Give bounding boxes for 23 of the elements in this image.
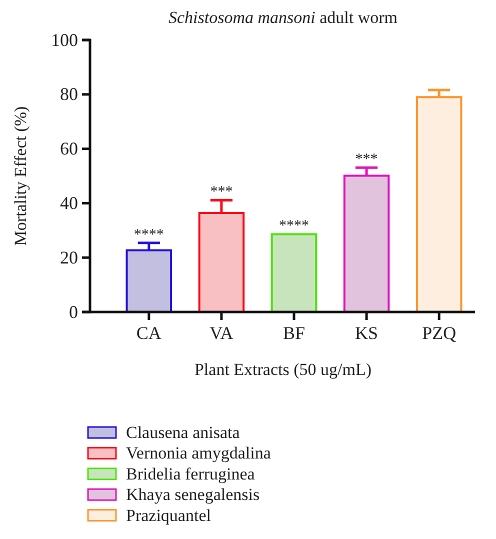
y-tick-label: 40 bbox=[60, 192, 78, 213]
legend-label: Clausena anisata bbox=[126, 423, 240, 442]
annotation: *** bbox=[210, 184, 233, 200]
x-tick-label: KS bbox=[355, 322, 378, 343]
legend-label: Vernonia amygdalina bbox=[126, 444, 272, 463]
chart-title: Schistosoma mansoni adult worm bbox=[168, 8, 398, 27]
y-tick-label: 20 bbox=[60, 247, 78, 268]
x-tick-label: PZQ bbox=[422, 322, 456, 343]
x-tick-label: BF bbox=[282, 322, 306, 343]
annotation: **** bbox=[279, 218, 309, 234]
x-tick-label: VA bbox=[210, 322, 234, 343]
legend-label: Khaya senegalensis bbox=[126, 485, 260, 504]
legend-label: Bridelia ferruginea bbox=[126, 464, 256, 484]
annotation: **** bbox=[134, 226, 164, 243]
x-axis-title: Plant Extracts (50 ug/mL) bbox=[194, 360, 372, 379]
legend-label: Praziquantel bbox=[126, 506, 212, 525]
y-tick-label: 100 bbox=[51, 30, 78, 50]
y-tick-label: 80 bbox=[60, 84, 78, 104]
annotation: *** bbox=[355, 152, 378, 168]
y-axis-title: Mortality Effect (%) bbox=[11, 106, 30, 246]
x-tick-label: CA bbox=[136, 322, 162, 343]
y-tick-label: 0 bbox=[69, 302, 78, 322]
y-tick-label: 60 bbox=[60, 138, 78, 159]
